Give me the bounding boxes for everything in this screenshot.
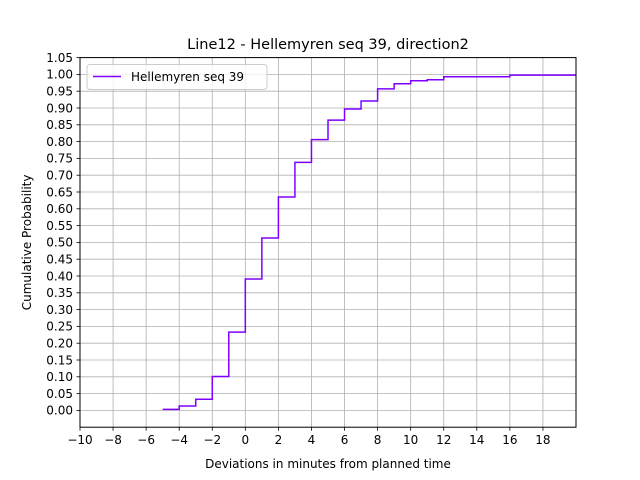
y-tick-label: 0.35 — [46, 286, 73, 300]
y-tick-label: 0.70 — [46, 169, 73, 183]
y-tick-label: 0.50 — [46, 236, 73, 250]
x-tick-label: 12 — [436, 433, 451, 447]
y-tick-label: 0.80 — [46, 135, 73, 149]
y-axis: 0.00 0.05 0.10 0.15 0.20 0.25 0.30 0.35 0.40 0.45… — [46, 51, 80, 418]
y-tick-label: 1.00 — [46, 68, 73, 82]
x-tick-label: 10 — [403, 433, 418, 447]
y-tick-label: 0.10 — [46, 370, 73, 384]
x-tick-label: 14 — [469, 433, 484, 447]
y-tick-label: 0.15 — [46, 353, 73, 367]
y-tick-label: 0.00 — [46, 404, 73, 418]
x-tick-label: 0 — [242, 433, 250, 447]
x-tick-label: 4 — [308, 433, 316, 447]
series-line-0 — [162, 74, 576, 411]
y-tick-label: 0.55 — [46, 219, 73, 233]
series-layer — [162, 74, 576, 411]
x-tick-label: −6 — [137, 433, 155, 447]
y-tick-label: 0.20 — [46, 337, 73, 351]
legend-box — [86, 64, 268, 90]
y-tick-label: 0.25 — [46, 320, 73, 334]
x-tick-label: 16 — [502, 433, 517, 447]
y-tick-label: 0.05 — [46, 387, 73, 401]
y-tick-label: 1.05 — [46, 51, 73, 65]
legend: Hellemyren seq 39 — [86, 64, 268, 90]
x-tick-label: 18 — [535, 433, 550, 447]
y-tick-label: 0.90 — [46, 101, 73, 115]
x-tick-label: −2 — [203, 433, 221, 447]
y-tick-label: 0.95 — [46, 85, 73, 99]
chart-title: Line12 - Hellemyren seq 39, direction2 — [187, 37, 469, 53]
x-tick-label: −4 — [170, 433, 188, 447]
y-tick-label: 0.75 — [46, 152, 73, 166]
y-tick-label: 0.85 — [46, 118, 73, 132]
y-tick-label: 0.45 — [46, 253, 73, 267]
y-tick-label: 0.60 — [46, 202, 73, 216]
legend-label: Hellemyren seq 39 — [131, 70, 244, 84]
y-tick-label: 0.65 — [46, 185, 73, 199]
x-tick-label: −10 — [67, 433, 92, 447]
x-tick-label: 6 — [341, 433, 349, 447]
x-tick-label: −8 — [104, 433, 122, 447]
x-tick-label: 2 — [275, 433, 283, 447]
y-axis-label: Cumulative Probability — [20, 175, 34, 311]
x-tick-label: 8 — [374, 433, 382, 447]
y-tick-label: 0.30 — [46, 303, 73, 317]
x-axis-label: Deviations in minutes from planned time — [205, 457, 451, 471]
x-axis: −10 −8 −6 −4 −2 0 2 4 6 8 10 12 14 16 18 — [67, 427, 551, 447]
y-tick-label: 0.40 — [46, 269, 73, 283]
